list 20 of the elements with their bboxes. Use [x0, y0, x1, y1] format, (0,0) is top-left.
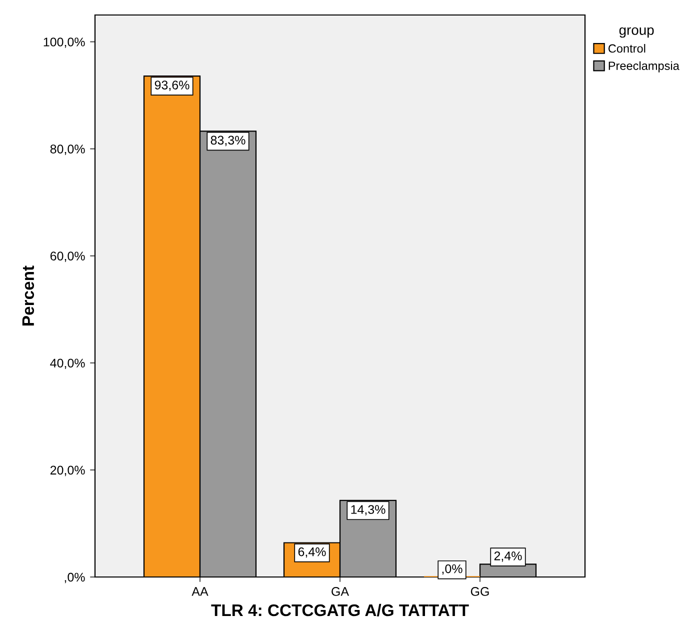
y-tick-label: 20,0%: [50, 466, 85, 476]
data-label: 93,6%: [154, 80, 190, 91]
data-label: 14,3%: [351, 505, 386, 516]
x-tick-label: GG: [470, 587, 489, 596]
y-tick-label: 100,0%: [44, 38, 85, 48]
x-tick-label: GA: [332, 587, 350, 596]
data-label: 6,4%: [298, 547, 326, 558]
y-tick-label: 60,0%: [50, 252, 85, 262]
y-tick-label: 80,0%: [50, 144, 85, 155]
x-axis-title: TLR 4: CCTCGATG A/G TATTATT: [211, 604, 469, 616]
y-tick-label: ,0%: [64, 572, 85, 584]
y-tick-label: 40,0%: [50, 358, 85, 370]
y-axis-title: Percent: [22, 266, 34, 326]
data-label: 2,4%: [494, 551, 522, 562]
data-label: 83,3%: [210, 136, 246, 146]
legend-label: Preeclampsia: [608, 61, 680, 72]
data-label: ,0%: [442, 564, 462, 575]
legend-label: Control: [608, 44, 646, 53]
x-tick-label: AA: [192, 587, 208, 596]
legend-title: group: [619, 27, 654, 38]
